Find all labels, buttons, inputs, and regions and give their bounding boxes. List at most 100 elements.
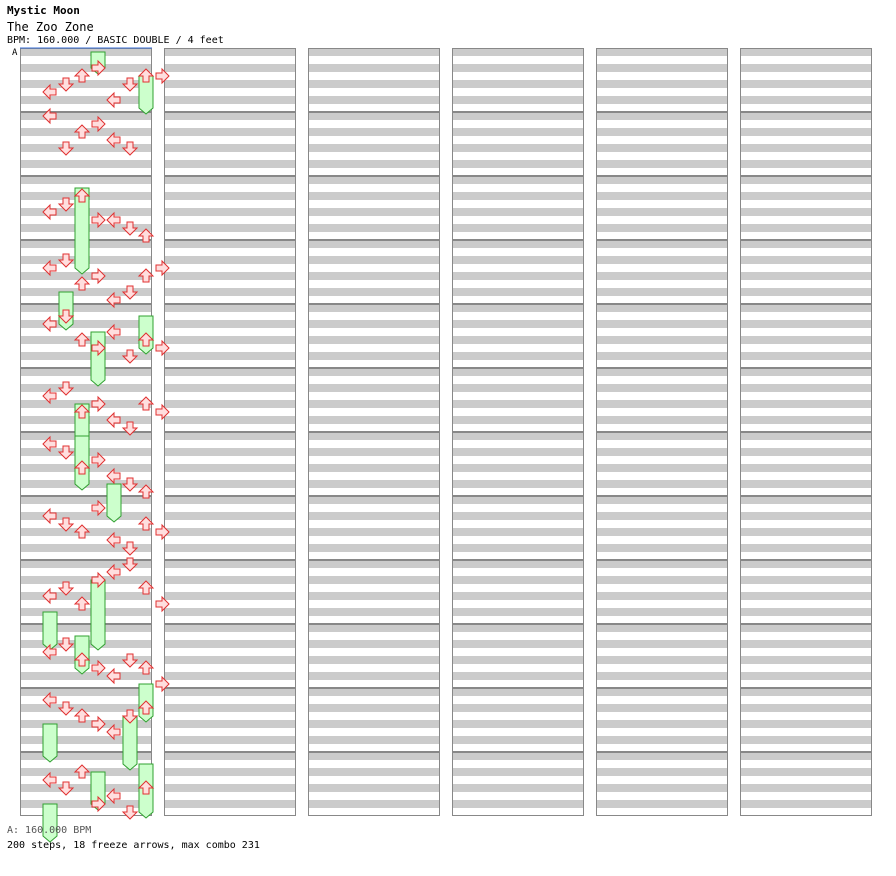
beat-stripe	[452, 768, 584, 776]
step-arrow-up	[73, 524, 91, 539]
beat-stripe	[164, 368, 296, 376]
step-arrow-left	[106, 91, 121, 109]
beat-stripe	[452, 480, 584, 488]
measure-box	[596, 688, 728, 752]
beat-stripe	[740, 320, 872, 328]
measure-box	[596, 176, 728, 240]
beat-stripe	[596, 592, 728, 600]
step-arrow-right	[91, 499, 106, 517]
beat-stripe	[740, 80, 872, 88]
step-arrow-left	[42, 107, 57, 125]
beat-stripe	[596, 656, 728, 664]
step-arrow-down	[121, 805, 139, 820]
beat-stripe	[20, 560, 152, 568]
step-arrow-down	[121, 141, 139, 156]
beat-stripe	[596, 736, 728, 744]
step-arrow-left	[42, 507, 57, 525]
beat-stripe	[452, 560, 584, 568]
beat-stripe	[164, 720, 296, 728]
step-arrow-down	[57, 253, 75, 268]
step-arrow-left	[42, 691, 57, 709]
beat-stripe	[596, 176, 728, 184]
beat-stripe	[596, 224, 728, 232]
beat-stripe	[308, 272, 440, 280]
beat-stripe	[20, 512, 152, 520]
step-arrow-right	[155, 259, 170, 277]
measure-box	[452, 112, 584, 176]
beat-stripe	[596, 528, 728, 536]
beat-stripe	[308, 688, 440, 696]
measure-box	[596, 368, 728, 432]
beat-stripe	[308, 64, 440, 72]
beat-stripe	[740, 272, 872, 280]
beat-stripe	[20, 288, 152, 296]
step-arrow-right	[91, 211, 106, 229]
beat-stripe	[164, 224, 296, 232]
measure-box	[308, 112, 440, 176]
measure-box	[740, 176, 872, 240]
measure-box	[596, 752, 728, 816]
beat-stripe	[740, 352, 872, 360]
beat-stripe	[596, 64, 728, 72]
beat-stripe	[740, 480, 872, 488]
beat-stripe	[164, 272, 296, 280]
step-arrow-right	[91, 59, 106, 77]
beat-stripe	[164, 176, 296, 184]
beat-stripe	[308, 480, 440, 488]
step-arrow-left	[106, 667, 121, 685]
step-arrow-down	[57, 781, 75, 796]
beat-stripe	[740, 640, 872, 648]
beat-stripe	[308, 736, 440, 744]
beat-stripe	[596, 704, 728, 712]
measure-box	[308, 432, 440, 496]
beat-stripe	[308, 448, 440, 456]
beat-stripe	[308, 528, 440, 536]
step-arrow-down	[57, 517, 75, 532]
beat-stripe	[740, 64, 872, 72]
beat-stripe	[308, 176, 440, 184]
beat-stripe	[452, 704, 584, 712]
beat-stripe	[308, 368, 440, 376]
beat-stripe	[308, 704, 440, 712]
measure-box	[452, 496, 584, 560]
step-arrow-up	[73, 188, 91, 203]
beat-stripe	[740, 752, 872, 760]
step-arrow-up	[73, 596, 91, 611]
beat-stripe	[452, 528, 584, 536]
beat-stripe	[308, 192, 440, 200]
step-arrow-left	[106, 723, 121, 741]
beat-stripe	[164, 112, 296, 120]
measure-box	[740, 240, 872, 304]
measure-box	[596, 496, 728, 560]
step-arrow-down	[121, 709, 139, 724]
beat-stripe	[740, 768, 872, 776]
beat-stripe	[596, 752, 728, 760]
beat-stripe	[740, 448, 872, 456]
measure-box	[596, 240, 728, 304]
beat-stripe	[740, 464, 872, 472]
step-arrow-left	[42, 771, 57, 789]
step-arrow-left	[106, 291, 121, 309]
measure-box	[740, 432, 872, 496]
beat-stripe	[308, 288, 440, 296]
beat-stripe	[20, 736, 152, 744]
beat-stripe	[308, 384, 440, 392]
freeze-arrow	[90, 331, 106, 387]
beat-stripe	[20, 672, 152, 680]
beat-stripe	[308, 720, 440, 728]
beat-stripe	[452, 48, 584, 56]
measure-box	[740, 752, 872, 816]
freeze-arrow	[42, 611, 58, 651]
beat-stripe	[164, 688, 296, 696]
measure-box	[596, 48, 728, 112]
step-arrow-left	[106, 323, 121, 341]
beat-stripe	[452, 624, 584, 632]
step-arrow-up	[137, 660, 155, 675]
beat-stripe	[164, 160, 296, 168]
measure-box	[308, 176, 440, 240]
beat-stripe	[740, 592, 872, 600]
beat-stripe	[452, 688, 584, 696]
beat-stripe	[452, 576, 584, 584]
beat-stripe	[308, 416, 440, 424]
step-arrow-right	[91, 115, 106, 133]
